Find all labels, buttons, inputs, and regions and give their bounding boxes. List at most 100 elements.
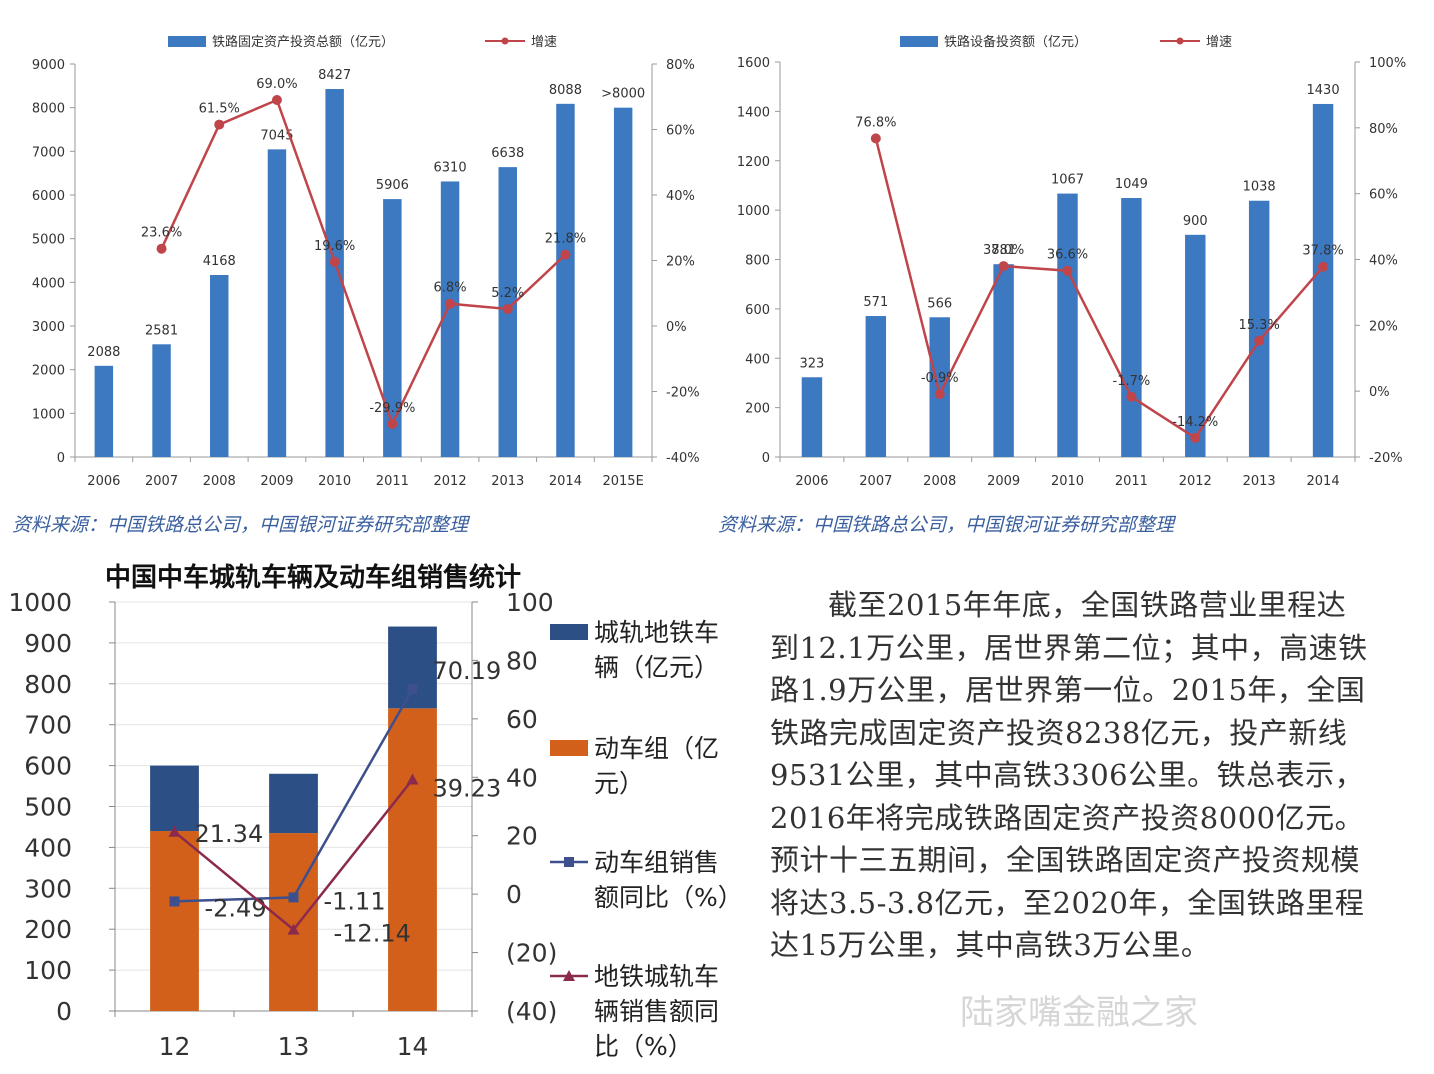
bar	[94, 365, 114, 457]
source-note-right: 资料来源：中国铁路总公司，中国银河证券研究部整理	[718, 514, 1175, 536]
y-tick-label-right: 40	[506, 763, 538, 792]
y-tick-label-left: 1600	[737, 56, 770, 71]
bar-value-label: 4168	[203, 254, 236, 269]
bar-emu	[388, 708, 437, 1011]
bar	[1312, 103, 1334, 457]
legend-swatch-bar	[168, 36, 206, 47]
x-tick-label: 2013	[1243, 474, 1276, 489]
bar	[267, 149, 287, 457]
metro-yoy-label: -12.14	[334, 920, 411, 948]
chart-crrc-sales: 中国中车城轨车辆及动车组销售统计010020030040050060070080…	[8, 562, 742, 1061]
growth-point	[1254, 335, 1265, 346]
x-tick-label: 2008	[923, 474, 956, 489]
y-tick-label-right: 20	[506, 822, 538, 851]
legend-metro-yoy-label: 比（%）	[594, 1032, 693, 1061]
growth-point	[560, 249, 571, 260]
growth-label: -0.9%	[921, 371, 959, 386]
legend-metro-label: 城轨地铁车	[594, 618, 719, 647]
legend-emu-yoy-label: 动车组销售	[594, 848, 719, 877]
y-tick-label-right: 100%	[1369, 56, 1406, 71]
emu-yoy-point	[407, 684, 418, 695]
growth-point	[1190, 432, 1201, 443]
growth-label: 19.6%	[314, 239, 355, 254]
source-note-left: 资料来源：中国铁路总公司，中国银河证券研究部整理	[12, 514, 469, 536]
x-tick-label: 14	[397, 1032, 429, 1061]
bar-value-label: 1430	[1307, 83, 1340, 98]
watermark: 陆家嘴金融之家	[960, 993, 1198, 1033]
y-tick-label-right: 0	[506, 880, 522, 909]
bar	[613, 107, 633, 458]
metro-yoy-point	[168, 825, 181, 837]
bar-value-label: 900	[1183, 214, 1208, 229]
growth-label: 23.6%	[141, 226, 182, 241]
bar	[1121, 198, 1142, 457]
y-tick-label-right: 60%	[666, 124, 695, 139]
bar	[993, 264, 1014, 457]
y-tick-label-right: -40%	[666, 451, 700, 466]
x-tick-label: 2006	[87, 474, 120, 489]
bar	[210, 274, 229, 457]
bar	[383, 199, 402, 457]
y-tick-label-left: 3000	[32, 320, 65, 335]
y-tick-label-left: 0	[762, 451, 770, 466]
x-tick-label: 2012	[1179, 474, 1212, 489]
bar-value-label: 6638	[491, 146, 524, 161]
y-tick-label-left: 0	[57, 451, 65, 466]
x-tick-label: 2006	[795, 474, 828, 489]
y-tick-label-right: 60	[506, 705, 538, 734]
y-tick-label-left: 600	[745, 303, 770, 318]
bar	[556, 103, 575, 457]
y-tick-label-left: 9000	[32, 58, 65, 73]
legend-marker-line	[1176, 37, 1184, 45]
bar-value-label: 6310	[434, 160, 467, 175]
legend-emu-label: 动车组（亿	[594, 734, 719, 763]
legend-emu-yoy-marker	[564, 857, 574, 867]
bar	[929, 317, 950, 457]
y-tick-label-left: 1200	[737, 155, 770, 170]
y-tick-label-left: 500	[24, 793, 72, 822]
bar-value-label: 1067	[1051, 173, 1084, 188]
growth-point	[1062, 265, 1073, 276]
bar-metro	[388, 626, 437, 709]
legend-metro-yoy-marker	[563, 970, 575, 981]
x-tick-label: 2009	[987, 474, 1020, 489]
y-tick-label-left: 5000	[32, 233, 65, 248]
bar-value-label: 781	[991, 243, 1016, 258]
x-tick-label: 2010	[1051, 474, 1084, 489]
y-tick-label-right: 80%	[1369, 122, 1398, 137]
x-tick-label: 2015E	[602, 474, 643, 489]
bar-value-label: 566	[927, 296, 952, 311]
growth-point	[387, 418, 398, 429]
emu-yoy-label: 70.19	[433, 657, 502, 685]
growth-label: 21.8%	[545, 232, 586, 247]
growth-point	[214, 119, 225, 130]
bar	[325, 89, 344, 458]
x-tick-label: 2007	[859, 474, 892, 489]
bar	[152, 344, 171, 457]
growth-point	[271, 95, 282, 106]
x-tick-label: 2011	[376, 474, 409, 489]
growth-point	[934, 389, 945, 400]
growth-label: 5.2%	[491, 286, 524, 301]
y-tick-label-right: 100	[506, 588, 554, 617]
x-tick-label: 13	[278, 1032, 310, 1061]
y-tick-label-right: 40%	[1369, 254, 1398, 269]
y-tick-label-left: 200	[24, 915, 72, 944]
bar	[801, 377, 823, 457]
growth-point	[998, 261, 1009, 272]
y-tick-label-right: 80	[506, 646, 538, 675]
y-tick-label-right: -20%	[666, 386, 700, 401]
growth-label: -14.2%	[1172, 415, 1218, 430]
y-tick-label-left: 800	[24, 670, 72, 699]
metro-yoy-point	[406, 773, 419, 785]
y-tick-label-left: 1000	[32, 407, 65, 422]
y-tick-label-right: 80%	[666, 58, 695, 73]
growth-label: -29.9%	[369, 401, 415, 416]
bar-metro	[269, 773, 318, 834]
y-tick-label-left: 8000	[32, 102, 65, 117]
legend-swatch-bar	[900, 36, 938, 47]
bar	[865, 316, 887, 457]
legend-metro-label: 辆（亿元）	[594, 653, 719, 682]
x-tick-label: 2008	[203, 474, 236, 489]
y-tick-label-left: 1000	[8, 588, 72, 617]
